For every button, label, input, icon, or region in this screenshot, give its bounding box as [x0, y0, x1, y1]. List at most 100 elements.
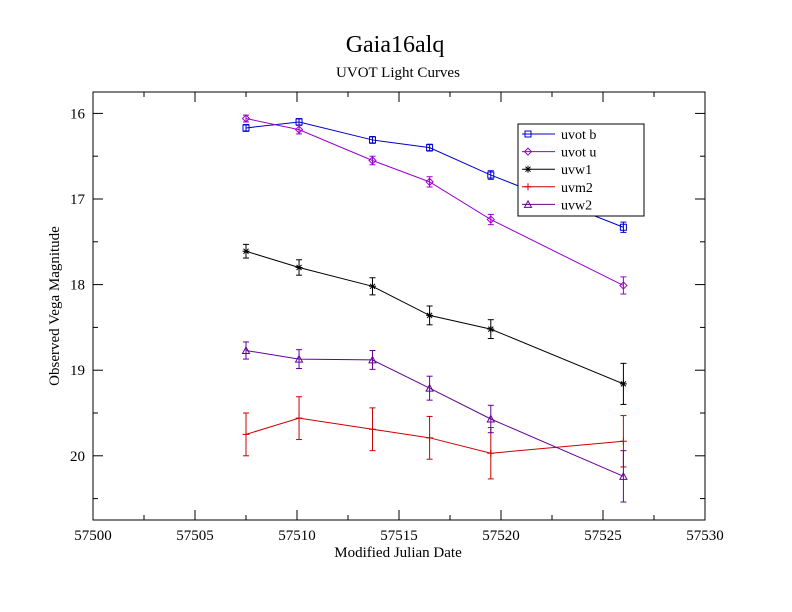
legend-entry: uvot u [522, 146, 596, 161]
plus-marker [487, 449, 495, 457]
legend-entry: uvw2 [522, 198, 592, 213]
square-marker [487, 171, 495, 179]
data-point [426, 434, 434, 442]
y-axis-label: Observed Vega Magnitude [47, 226, 63, 386]
data-point [619, 471, 628, 480]
data-point [426, 144, 434, 152]
legend-label: uvm2 [561, 181, 593, 196]
data-point [368, 282, 376, 290]
diamond-marker [294, 125, 304, 134]
data-point [295, 414, 303, 422]
data-point [242, 430, 250, 438]
data-point [486, 414, 496, 423]
data-point [294, 125, 304, 134]
triangle-marker [294, 354, 304, 363]
series-layer [241, 114, 628, 503]
x-tick-label: 57530 [686, 528, 724, 544]
series-line [245, 121, 624, 228]
diamond-marker [368, 156, 377, 165]
x-tick-label: 57515 [380, 528, 418, 544]
series-line [245, 118, 624, 286]
legend-marker [523, 147, 533, 156]
data-point [242, 124, 250, 132]
data-point [619, 281, 628, 290]
x-tick-label: 57510 [278, 528, 316, 544]
legend-marker [523, 199, 533, 208]
asterisk-marker [487, 325, 495, 333]
x-tick-label: 57520 [482, 528, 520, 544]
triangle-marker [486, 414, 496, 423]
square-marker [368, 136, 376, 144]
asterisk-marker [426, 311, 434, 319]
legend-entry: uvw1 [522, 163, 592, 178]
plus-marker [619, 437, 627, 445]
data-point [426, 311, 434, 319]
x-tick-label: 57525 [584, 528, 622, 544]
plus-marker [426, 434, 434, 442]
data-point [295, 263, 303, 271]
data-point [294, 354, 304, 363]
square-marker [619, 223, 627, 231]
y-tick-label: 19 [70, 363, 85, 379]
asterisk-marker [295, 263, 303, 271]
data-point [487, 325, 495, 333]
series-line [245, 250, 624, 385]
plus-marker [524, 183, 532, 191]
plus-marker [295, 414, 303, 422]
diamond-marker [425, 177, 434, 187]
asterisk-marker [242, 247, 250, 255]
triangle-marker [241, 345, 251, 355]
data-point [619, 223, 627, 231]
legend-box [517, 123, 645, 217]
data-point [619, 380, 627, 388]
data-point [241, 114, 251, 123]
data-point [425, 177, 434, 187]
x-tick-label: 57505 [176, 528, 214, 544]
square-marker [242, 124, 250, 132]
diamond-marker [486, 215, 496, 224]
axis-ticks: 57500 57505 57510 57515 57520 57525 57530 16 17 1… [70, 92, 724, 544]
legend-entry: uvm2 [522, 181, 593, 196]
data-point [425, 383, 434, 392]
series-line [245, 350, 624, 477]
chart-subtitle: UVOT Light Curves [336, 65, 460, 81]
triangle-marker [619, 471, 628, 480]
legend-label: uvot b [561, 128, 596, 143]
legend-marker [524, 183, 532, 191]
y-tick-label: 16 [70, 106, 86, 122]
y-tick-label: 18 [70, 278, 85, 294]
x-tick-label: 57500 [74, 528, 112, 544]
asterisk-marker [368, 282, 376, 290]
diamond-marker [523, 147, 533, 156]
square-marker [524, 130, 532, 138]
legend-label: uvw2 [561, 198, 592, 213]
series-line [245, 417, 624, 454]
y-tick-label: 17 [70, 192, 86, 208]
data-point [368, 425, 376, 433]
diamond-marker [619, 281, 628, 290]
diamond-marker [241, 114, 251, 123]
triangle-marker [425, 383, 434, 392]
triangle-marker [523, 199, 533, 208]
data-point [368, 156, 377, 165]
data-point [487, 171, 495, 179]
series-uvot-u [241, 114, 628, 295]
legend-marker [524, 130, 532, 138]
chart-title: Gaia16alq [346, 32, 445, 58]
series-uvm2 [242, 396, 627, 480]
legend-label: uvw1 [561, 163, 592, 178]
y-tick-label: 20 [70, 449, 85, 465]
plus-marker [242, 430, 250, 438]
data-point [241, 345, 251, 355]
legend-marker [524, 165, 532, 173]
data-point [242, 247, 250, 255]
data-point [486, 215, 496, 224]
legend-entry: uvot b [522, 128, 596, 143]
data-point [619, 437, 627, 445]
data-point [487, 449, 495, 457]
square-marker [426, 144, 434, 152]
series-uvw2 [241, 341, 628, 503]
asterisk-marker [524, 165, 532, 173]
triangle-marker [368, 355, 377, 364]
